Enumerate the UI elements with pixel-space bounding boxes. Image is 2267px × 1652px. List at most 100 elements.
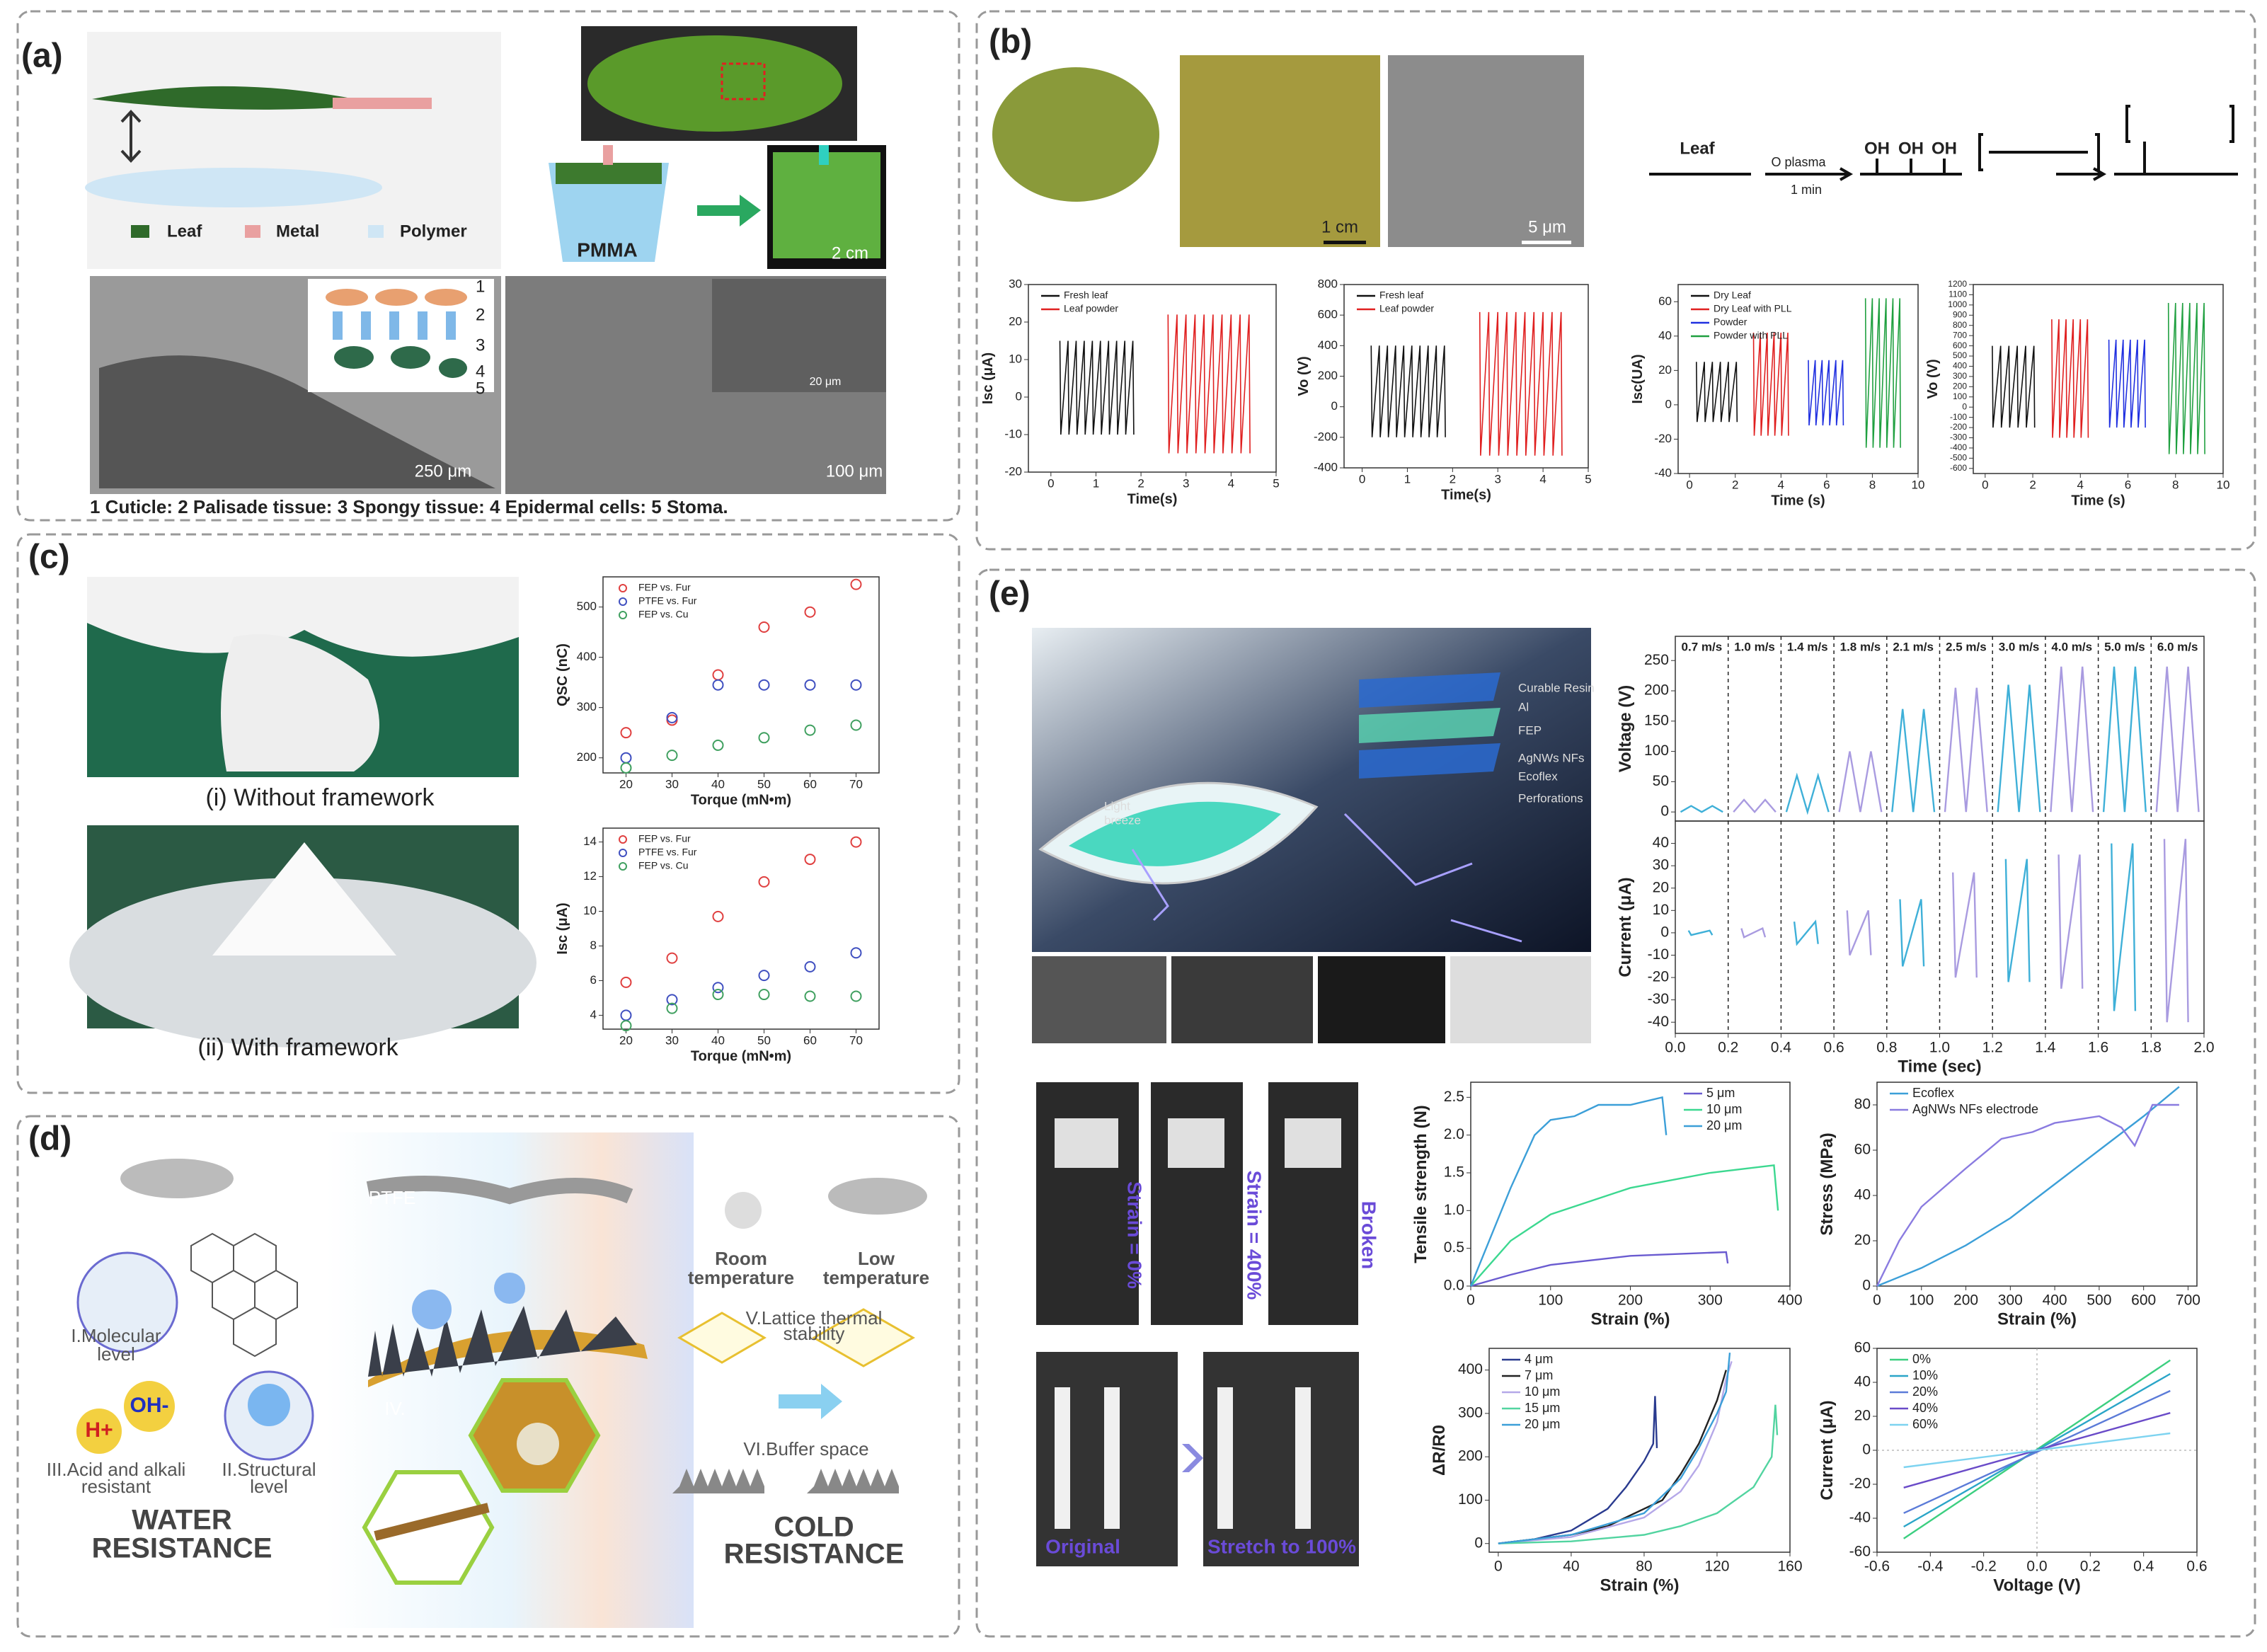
y-tick-label: 6 <box>590 973 597 987</box>
layer-number: 5 <box>476 379 485 398</box>
y-tick-label: -600 <box>1950 463 1967 473</box>
point <box>712 910 724 922</box>
x-tick-label: 1.0 <box>1929 1040 1950 1056</box>
x-tick-label: 600 <box>2131 1292 2156 1309</box>
x-tick-label: 30 <box>665 777 679 791</box>
legend-label: PTFE vs. Fur <box>638 847 697 858</box>
plot-frame <box>602 576 880 774</box>
y-tick-label: 10 <box>1653 902 1669 918</box>
point <box>850 947 862 959</box>
layer-label: Ecoflex <box>1518 769 1558 783</box>
y-tick-label: -200 <box>1314 430 1338 443</box>
x-tick-label: 2 <box>1450 472 1456 486</box>
y-tick-label: -20 <box>1004 464 1022 478</box>
x-tick-label: 160 <box>1777 1559 1802 1575</box>
heading: RESISTANCE <box>92 1533 272 1564</box>
y-axis-label: Vo (V) <box>1296 356 1312 396</box>
y-tick-label: 400 <box>1318 338 1338 352</box>
series-line <box>1997 684 2041 813</box>
x-tick-label: 0 <box>1467 1292 1475 1309</box>
x-tick-label: -0.6 <box>1864 1559 1890 1575</box>
point <box>758 876 770 888</box>
x-tick-label: 1.8 <box>2141 1040 2162 1056</box>
y-tick-label: 600 <box>1318 308 1338 321</box>
x-tick-label: 300 <box>1698 1292 1723 1309</box>
layer-label: Curable Resin <box>1518 681 1595 694</box>
series-line <box>1785 772 1830 815</box>
legend-label: Fresh leaf <box>1064 289 1108 301</box>
legend-marker <box>619 849 627 857</box>
x-tick-label: 5 <box>1585 472 1591 486</box>
legend-label: 10% <box>1912 1368 1938 1382</box>
x-tick-label: 120 <box>1704 1559 1729 1575</box>
x-tick-label: 60 <box>803 1033 817 1047</box>
y-tick-label: 200 <box>577 750 597 764</box>
y-tick-label: 100 <box>1458 1491 1483 1508</box>
label: OH <box>1932 139 1957 158</box>
legend-marker <box>619 597 627 606</box>
legend-label: Leaf powder <box>1064 303 1118 314</box>
heading: COLD <box>774 1512 854 1543</box>
x-tick-label: 50 <box>757 1033 771 1047</box>
x-tick-label: 70 <box>849 777 863 791</box>
series-line <box>1479 311 1563 456</box>
y-tick-label: 20 <box>1009 314 1022 328</box>
plot-frame <box>1973 284 2224 474</box>
x-tick-label: 2 <box>1137 476 1144 490</box>
series-line <box>1944 687 1988 813</box>
legend-label: 4 μm <box>1525 1352 1553 1366</box>
layer-label: AgNWs NFs <box>1518 751 1585 764</box>
point <box>758 732 770 744</box>
legend-label: FEP vs. Fur <box>638 582 691 593</box>
x-tick-label: 1 <box>1404 472 1411 486</box>
y-tick-label: -20 <box>1648 969 1669 985</box>
y-tick-label: 200 <box>1644 682 1669 699</box>
y-tick-label: 0 <box>1665 397 1672 411</box>
legend-label: 10 μm <box>1525 1384 1560 1399</box>
label: H+ <box>85 1418 113 1442</box>
y-tick-label: 600 <box>1953 340 1967 350</box>
point <box>620 1020 632 1032</box>
y-tick-label: 0.5 <box>1444 1239 1464 1256</box>
label: Leaf <box>1680 139 1715 158</box>
legend-marker <box>619 584 627 592</box>
label: PTFE <box>369 1187 415 1208</box>
x-tick-label: 100 <box>1909 1292 1934 1309</box>
series-line <box>2102 666 2147 813</box>
series-line <box>1680 805 1723 813</box>
label: resistant <box>81 1476 151 1497</box>
x-tick-label: 40 <box>711 777 725 791</box>
x-tick-label: 1.4 <box>2035 1040 2056 1056</box>
point <box>804 854 816 866</box>
series-line <box>1740 927 1767 939</box>
y-tick-label: 400 <box>1458 1361 1483 1377</box>
y-tick-label: -400 <box>1950 442 1967 452</box>
label: 1 min <box>1791 183 1822 197</box>
point <box>758 970 770 982</box>
legend-label: Metal <box>276 222 319 241</box>
label: Low <box>858 1248 895 1269</box>
x-tick-label: 0 <box>1982 478 1988 491</box>
series-line <box>1733 798 1777 814</box>
panel-label: (e) <box>989 575 1031 613</box>
x-tick-label: 0 <box>1048 476 1054 490</box>
label: Broken <box>1358 1201 1380 1269</box>
y-tick-label: -10 <box>1648 946 1669 963</box>
label: IV. <box>384 1398 405 1419</box>
x-tick-label: 0.6 <box>1823 1040 1844 1056</box>
y-tick-label: -500 <box>1950 453 1967 463</box>
label: PMMA <box>577 239 638 260</box>
y-tick-label: 30 <box>1009 277 1022 290</box>
point <box>804 724 816 736</box>
x-tick-label: 2.0 <box>2193 1040 2214 1056</box>
segment-label: 1.0 m/s <box>1734 640 1775 653</box>
series-line <box>1498 1396 1658 1544</box>
legend-label: 60% <box>1912 1417 1938 1431</box>
point <box>666 750 678 762</box>
x-tick-label: 500 <box>2087 1292 2111 1309</box>
point <box>620 762 632 774</box>
legend-label: Polymer <box>400 222 467 241</box>
x-tick-label: 6 <box>2125 478 2131 491</box>
series-line <box>1864 298 1901 448</box>
material-photos <box>992 55 1584 247</box>
